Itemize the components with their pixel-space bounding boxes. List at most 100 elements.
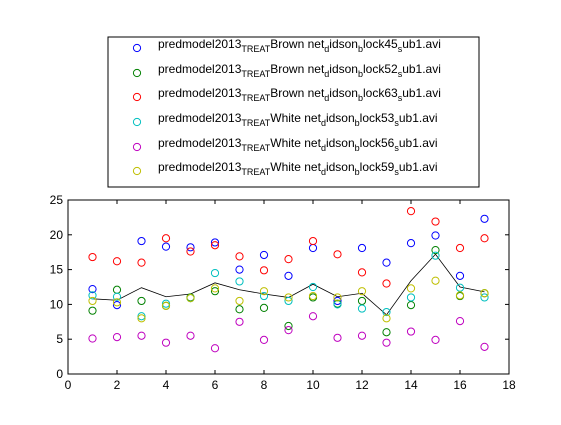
legend-label-part: lock53 [360,111,395,125]
data-point-series-5 [186,331,195,340]
data-point-series-2 [88,306,97,315]
legend-label-part: ub1.avi [399,136,438,150]
data-point-series-6 [357,287,367,296]
x-tick-label: 10 [306,378,320,392]
legend-label-part: d [324,44,329,54]
legend-label-part: White net [270,111,321,125]
data-point-series-6 [406,284,416,293]
legend-label-part: b [358,44,363,54]
data-point-series-6 [284,293,293,302]
legend-label-part: b [358,93,363,103]
data-point-series-5 [357,331,367,340]
legend-label-part: ub1.avi [402,86,441,100]
legend-label-5: predmodel2013TREATWhite netdidsonblock56… [158,136,438,153]
data-point-series-3 [357,268,367,277]
legend-label-part: ub1.avi [399,111,438,125]
legend-label-part: s [394,167,399,177]
y-tick-label: 25 [50,193,64,207]
x-tick-label: 18 [502,378,516,392]
data-point-series-6 [137,314,146,323]
data-point-series-6 [259,287,269,296]
legend-label-part: lock59 [360,160,395,174]
data-point-series-4 [88,291,97,300]
data-point-series-6 [308,291,318,301]
legend-label-part: TREAT [241,44,270,54]
data-point-series-1 [406,239,416,248]
legend-label-part: idson [329,37,358,51]
legend-label-part: predmodel2013 [158,136,242,150]
data-point-series-5 [382,338,391,347]
legend-label-part: idson [326,160,355,174]
legend-label-part: predmodel2013 [158,160,242,174]
data-point-series-1 [333,296,342,306]
data-point-series-3 [455,243,465,253]
data-point-series-6 [88,296,97,306]
legend-label-part: predmodel2013 [158,62,242,76]
data-point-series-6 [235,296,244,306]
data-point-series-4 [112,292,122,301]
data-point-series-3 [480,234,489,243]
data-point-series-2 [284,321,293,331]
data-point-series-5 [480,342,489,351]
data-point-series-3 [137,258,146,267]
y-tick-label: 10 [50,297,64,311]
data-point-series-3 [161,234,171,243]
legend-label-part: ub1.avi [402,62,441,76]
data-point-series-1 [455,271,465,280]
data-point-series-1 [284,271,293,280]
data-point-series-5 [235,317,244,326]
data-point-series-5 [137,331,146,340]
legend-label-part: b [355,118,360,128]
y-tick-label: 15 [50,263,64,277]
data-point-series-3 [284,255,293,264]
data-point-series-4 [137,312,146,321]
data-point-series-3 [382,279,391,288]
data-point-series-4 [480,293,489,302]
data-point-series-5 [88,334,97,343]
legend-label-part: b [358,69,363,79]
data-point-series-3 [333,250,342,259]
y-tick-label: 0 [56,367,63,381]
x-tick-label: 8 [261,378,268,392]
legend: predmodel2013TREATBrown netdidsonblock45… [107,36,480,188]
data-point-series-2 [235,305,244,314]
legend-marker-3 [132,92,142,102]
legend-label-part: d [321,143,326,153]
legend-label-part: Brown net [270,86,325,100]
data-point-series-5 [210,344,220,353]
data-point-series-2 [382,328,391,337]
data-point-series-2 [210,287,220,296]
legend-label-part: b [355,143,360,153]
legend-label-part: idson [326,111,355,125]
data-point-series-1 [480,214,489,223]
legend-box [107,36,480,188]
data-point-series-3 [235,252,244,261]
data-point-series-4 [308,282,318,292]
legend-label-part: lock56 [360,136,395,150]
legend-label-part: d [321,167,326,177]
legend-label-part: TREAT [241,69,270,79]
data-point-series-1 [186,243,195,252]
data-point-series-5 [112,333,122,342]
x-tick-label: 6 [212,378,219,392]
x-tick-label: 4 [163,378,170,392]
data-point-series-4 [235,277,244,286]
x-tick-label: 14 [404,378,418,392]
legend-label-part: idson [329,86,358,100]
data-point-series-4 [382,307,391,317]
data-point-series-4 [406,293,416,302]
legend-label-3: predmodel2013TREATBrown netdidsonblock63… [158,86,441,103]
legend-label-part: predmodel2013 [158,37,242,51]
legend-label-part: ub1.avi [399,160,438,174]
data-point-series-1 [88,284,97,294]
data-point-series-5 [259,335,269,344]
data-point-series-4 [284,296,293,306]
data-point-series-6 [210,284,220,293]
legend-marker-6 [132,166,142,176]
data-point-series-4 [357,304,367,313]
data-point-series-6 [382,314,391,323]
data-point-series-1 [210,238,220,247]
data-point-series-1 [431,231,440,240]
x-tick-label: 12 [355,378,369,392]
